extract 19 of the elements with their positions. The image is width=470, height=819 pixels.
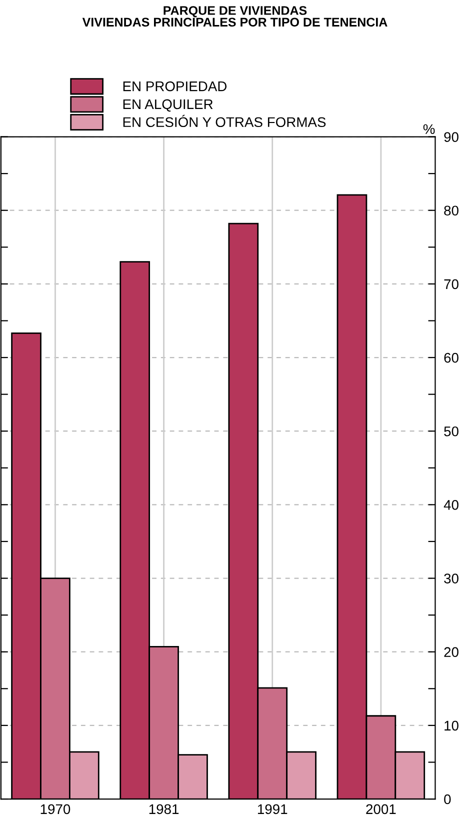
y-tick-label: 20	[444, 647, 458, 658]
y-tick-label: 70	[444, 279, 458, 290]
y-axis-title: %	[423, 124, 435, 134]
y-tick-label: 60	[444, 352, 458, 363]
x-tick-label: 2001	[366, 804, 396, 814]
legend-label: EN PROPIEDAD	[123, 81, 227, 92]
y-tick-label: 30	[444, 574, 458, 584]
y-tick-label: 50	[444, 426, 458, 436]
x-tick-label: 1981	[149, 804, 179, 814]
y-tick-label: 0	[444, 794, 451, 804]
x-tick-label: 1991	[258, 804, 288, 814]
x-tick-label: 1970	[40, 804, 70, 814]
y-tick-label: 40	[444, 500, 458, 510]
y-tick-label: 80	[444, 206, 458, 216]
chart-title: PARQUE DE VIVIENDAS VIVIENDAS PRINCIPALES POR TIPO DE TENENCIA	[82, 6, 388, 27]
legend-label: EN CESIÓN Y OTRAS FORMAS	[123, 114, 326, 128]
y-tick-label: 90	[444, 132, 458, 142]
y-tick-label: 10	[444, 720, 458, 731]
legend-label: EN ALQUILER	[123, 99, 213, 112]
